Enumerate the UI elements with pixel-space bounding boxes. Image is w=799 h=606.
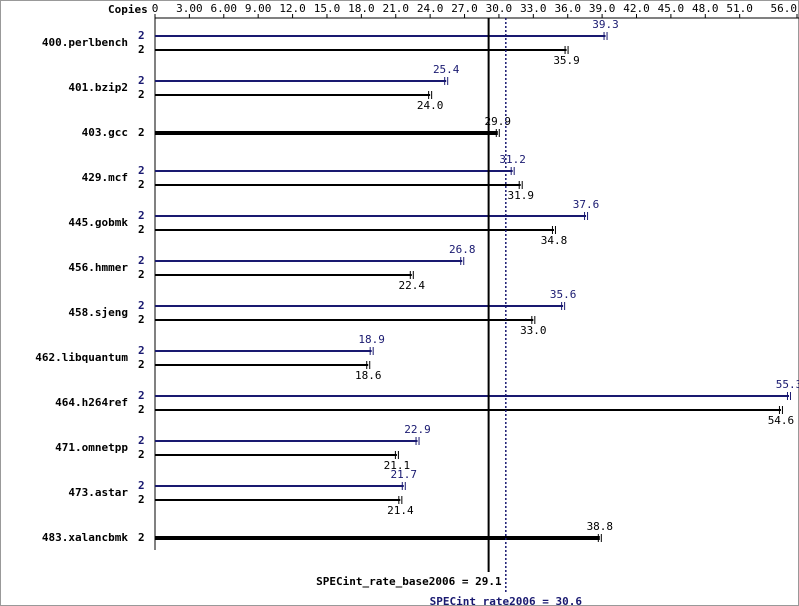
category-label: 445.gobmk [68,216,128,229]
copies-label: 2 [138,358,145,371]
copies-label: 2 [138,164,145,177]
value-label: 21.7 [391,468,418,481]
x-tick-label: 3.00 [176,2,203,15]
value-label: 22.4 [399,279,426,292]
x-tick-label: 12.0 [279,2,306,15]
copies-label: 2 [138,434,145,447]
x-tick-label: 15.0 [314,2,341,15]
copies-label: 2 [138,403,145,416]
value-label: 39.3 [592,18,619,31]
value-label: 18.6 [355,369,382,382]
value-label: 33.0 [520,324,547,337]
value-label: 21.4 [387,504,414,517]
copies-label: 2 [138,178,145,191]
copies-label: 2 [138,254,145,267]
category-label: 464.h264ref [55,396,128,409]
copies-label: 2 [138,74,145,87]
reference-label: SPECint_rate_base2006 = 29.1 [316,575,502,588]
copies-label: 2 [138,29,145,42]
value-label: 26.8 [449,243,476,256]
copies-label: 2 [138,88,145,101]
value-label: 37.6 [573,198,600,211]
copies-label: 2 [138,531,145,544]
value-label: 18.9 [358,333,385,346]
value-label: 54.6 [768,414,795,427]
copies-label: 2 [138,389,145,402]
value-label: 29.9 [485,115,512,128]
category-label: 471.omnetpp [55,441,128,454]
value-label: 24.0 [417,99,444,112]
copies-label: 2 [138,313,145,326]
category-label: 429.mcf [82,171,128,184]
category-label: 456.hmmer [68,261,128,274]
value-label: 22.9 [404,423,431,436]
copies-label: 2 [138,493,145,506]
category-label: 458.sjeng [68,306,128,319]
copies-label: 2 [138,479,145,492]
x-tick-label: 36.0 [554,2,581,15]
value-label: 31.2 [499,153,526,166]
category-label: 462.libquantum [35,351,128,364]
x-tick-label: 51.0 [726,2,753,15]
reference-label: SPECint_rate2006 = 30.6 [430,595,583,606]
category-label: 401.bzip2 [68,81,128,94]
x-tick-label: 39.0 [589,2,616,15]
value-label: 35.6 [550,288,577,301]
category-label: 400.perlbench [42,36,128,49]
x-tick-label: 30.0 [486,2,513,15]
x-tick-label: 48.0 [692,2,719,15]
value-label: 55.3 [776,378,799,391]
x-tick-label: 33.0 [520,2,547,15]
copies-header: Copies [108,3,148,16]
x-tick-label: 24.0 [417,2,444,15]
value-label: 31.9 [507,189,534,202]
value-label: 38.8 [587,520,614,533]
copies-label: 2 [138,448,145,461]
copies-label: 2 [138,209,145,222]
value-label: 35.9 [553,54,580,67]
value-label: 21.1 [384,459,411,472]
x-tick-label: 42.0 [623,2,650,15]
x-tick-label: 56.0 [771,2,798,15]
x-tick-label: 9.00 [245,2,272,15]
copies-label: 2 [138,344,145,357]
copies-label: 2 [138,268,145,281]
value-label: 25.4 [433,63,460,76]
copies-label: 2 [138,223,145,236]
copies-label: 2 [138,126,145,139]
x-tick-label: 6.00 [211,2,238,15]
category-label: 483.xalancbmk [42,531,128,544]
x-tick-label: 18.0 [348,2,375,15]
copies-label: 2 [138,299,145,312]
x-tick-label: 0 [152,2,159,15]
x-tick-label: 45.0 [658,2,685,15]
value-label: 34.8 [541,234,568,247]
x-tick-label: 21.0 [383,2,410,15]
category-label: 403.gcc [82,126,128,139]
x-tick-label: 27.0 [451,2,478,15]
copies-label: 2 [138,43,145,56]
category-label: 473.astar [68,486,128,499]
